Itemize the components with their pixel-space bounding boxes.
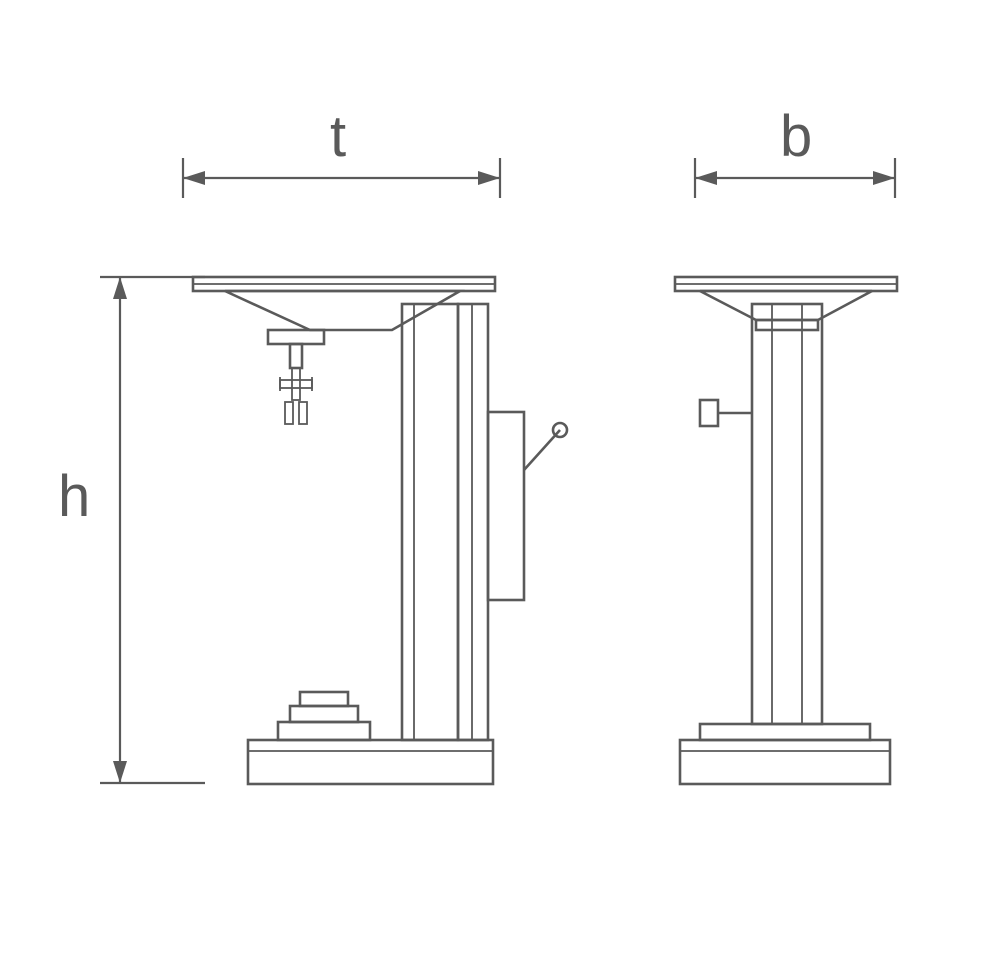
diagram-canvas: h t b	[0, 0, 1000, 960]
technical-drawing-svg	[0, 0, 1000, 960]
dimension-label-h: h	[58, 468, 90, 526]
dimension-label-t: t	[330, 108, 346, 166]
dimension-label-b: b	[780, 108, 812, 166]
